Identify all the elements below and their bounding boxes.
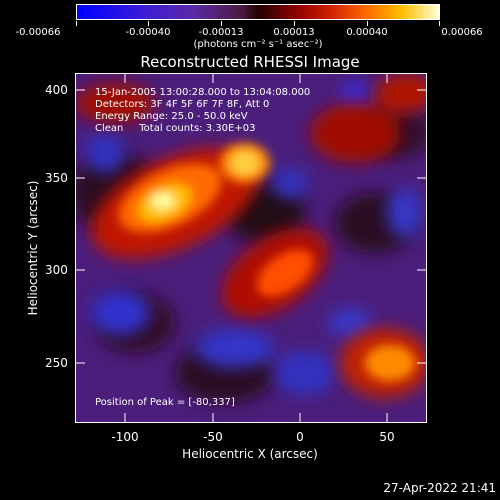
plot-frame — [75, 73, 427, 423]
x-tick-label: -50 — [203, 430, 223, 444]
colorbar-tick — [439, 21, 440, 26]
colorbar-tick — [76, 21, 77, 26]
plot-title: Reconstructed RHESSI Image — [140, 53, 360, 71]
info-energy-range: Energy Range: 25.0 - 50.0 keV — [95, 111, 248, 122]
colorbar-tick — [148, 21, 149, 26]
colorbar-tick — [294, 21, 295, 26]
info-time-range: 15-Jan-2005 13:00:28.000 to 13:04:08.000 — [95, 87, 311, 98]
colorbar-label-6: 0.00066 — [441, 27, 483, 38]
x-tick-label: -100 — [111, 430, 139, 444]
colorbar-label-4: 0.00013 — [273, 27, 315, 38]
info-detectors: Detectors: 3F 4F 5F 6F 7F 8F, Att 0 — [95, 99, 270, 110]
timestamp: 27-Apr-2022 21:41 — [383, 481, 496, 495]
axis-ticks — [75, 73, 427, 423]
colorbar — [76, 4, 440, 20]
y-axis-label: Heliocentric Y (arcsec) — [26, 180, 40, 316]
info-clean-counts: Clean Total counts: 3.30E+03 — [95, 123, 256, 134]
colorbar-units: (photons cm⁻² s⁻¹ asec⁻²) — [193, 39, 323, 50]
y-tick-label: 250 — [45, 356, 68, 370]
y-tick-label: 300 — [45, 263, 68, 277]
colorbar-tick — [221, 21, 222, 26]
image-bright-regions — [118, 143, 415, 381]
colorbar-label-2: -0.00040 — [125, 27, 171, 38]
peak-position: Position of Peak = [-80,337] — [95, 397, 235, 408]
y-tick-label: 400 — [45, 83, 68, 97]
observation-info: 15-Jan-2005 13:00:28.000 to 13:04:08.000… — [95, 87, 310, 135]
x-axis-label: Heliocentric X (arcsec) — [182, 447, 318, 461]
colorbar-label-1: -0.00066 — [15, 27, 61, 38]
colorbar-label-5: 0.00040 — [346, 27, 388, 38]
x-tick-label: 0 — [296, 430, 304, 444]
colorbar-label-3: -0.00013 — [198, 27, 244, 38]
rhessi-image — [75, 73, 427, 423]
y-tick-label: 350 — [45, 171, 68, 185]
x-tick-label: 50 — [379, 430, 395, 444]
colorbar-tick — [367, 21, 368, 26]
